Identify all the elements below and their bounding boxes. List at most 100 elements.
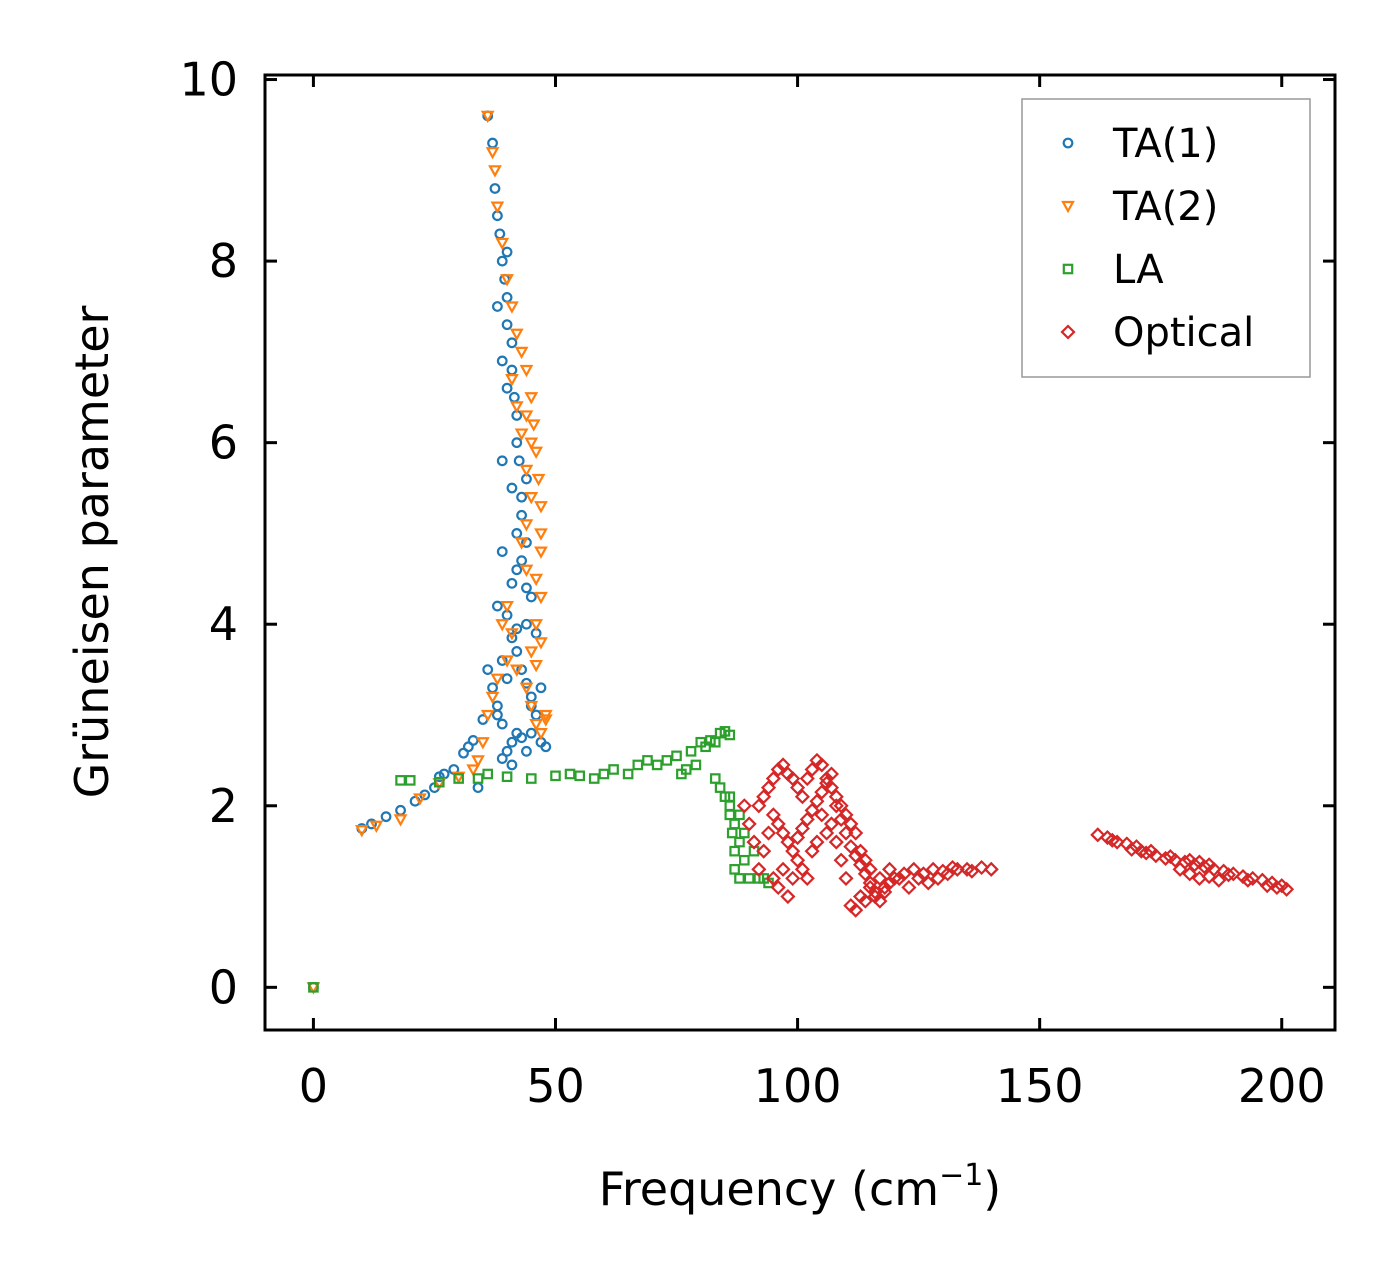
data-point (506, 337, 518, 349)
data-point (519, 564, 534, 578)
data-point (838, 825, 854, 841)
data-point (369, 820, 384, 834)
data-point (843, 816, 859, 832)
data-point (949, 861, 965, 877)
data-point (506, 632, 518, 644)
data-point (366, 818, 377, 830)
data-point (857, 866, 873, 882)
data-point (516, 732, 528, 744)
data-point (496, 455, 508, 467)
series-la (308, 726, 774, 993)
data-point (501, 771, 513, 783)
data-point (1124, 841, 1140, 857)
data-point (790, 780, 806, 796)
data-point (940, 866, 956, 882)
data-point (514, 346, 529, 360)
data-point (1167, 852, 1183, 868)
data-point (770, 761, 786, 778)
data-point (848, 848, 864, 864)
data-point (480, 709, 495, 723)
data-point (491, 600, 503, 612)
data-point (804, 843, 820, 859)
data-point (509, 401, 524, 414)
data-point (472, 773, 484, 784)
data-point (380, 811, 392, 823)
data-point (828, 789, 844, 805)
data-point (833, 811, 849, 827)
data-point (862, 875, 878, 891)
data-point (794, 820, 810, 837)
x-tick-label: 100 (754, 1059, 842, 1113)
y-tick-label: 2 (209, 779, 238, 833)
data-point (404, 775, 416, 786)
data-point (1269, 879, 1285, 896)
data-point (534, 528, 548, 541)
data-point (833, 798, 849, 814)
data-point (482, 664, 494, 676)
data-point (505, 374, 519, 387)
data-point (804, 761, 820, 778)
data-point (983, 861, 999, 877)
data-point (511, 564, 523, 576)
data-point (511, 437, 523, 449)
data-point (506, 577, 518, 589)
data-point (519, 364, 534, 378)
data-point (804, 802, 820, 818)
data-point (770, 879, 786, 896)
data-point (514, 428, 529, 441)
data-point (746, 834, 762, 850)
data-point (491, 301, 503, 312)
data-point (724, 800, 736, 812)
data-point (538, 709, 553, 723)
data-point (1240, 872, 1256, 888)
data-point (877, 879, 893, 896)
data-point (482, 768, 494, 780)
data-point (823, 780, 840, 796)
data-point (471, 755, 485, 768)
data-point (1138, 845, 1154, 861)
data-point (516, 491, 528, 503)
data-point (393, 814, 408, 827)
data-point (920, 875, 936, 891)
data-point (632, 759, 644, 771)
data-point (433, 776, 445, 788)
data-point (736, 798, 752, 814)
data-point (432, 777, 447, 791)
series-ta-2 (306, 110, 553, 995)
data-point (685, 746, 697, 757)
data-point (848, 825, 864, 841)
x-tick-label: 50 (526, 1059, 585, 1113)
data-point (496, 355, 508, 367)
data-point (809, 834, 825, 850)
y-tick-label: 8 (209, 234, 238, 288)
data-point (661, 755, 673, 766)
data-point (828, 834, 844, 850)
data-point (794, 861, 810, 877)
legend-label: LA (1113, 247, 1164, 293)
data-point (1196, 859, 1212, 875)
data-point (524, 437, 539, 450)
data-point (780, 834, 796, 850)
data-point (901, 879, 917, 896)
data-point (751, 861, 767, 877)
data-point (490, 673, 505, 686)
data-point (550, 770, 561, 782)
data-point (514, 537, 529, 550)
data-point (828, 798, 844, 814)
data-point (734, 809, 745, 821)
data-point (799, 811, 815, 827)
data-point (1148, 848, 1164, 864)
data-point (838, 870, 854, 886)
data-point (1211, 872, 1227, 888)
data-point (823, 766, 840, 782)
data-point (308, 982, 319, 993)
legend-entry-optical: Optical (1060, 310, 1254, 356)
data-point (496, 753, 508, 764)
data-point (819, 825, 835, 841)
data-point (642, 755, 653, 766)
data-point (1109, 834, 1125, 850)
data-point (525, 727, 537, 739)
data-point (819, 775, 835, 791)
data-point (519, 464, 534, 478)
